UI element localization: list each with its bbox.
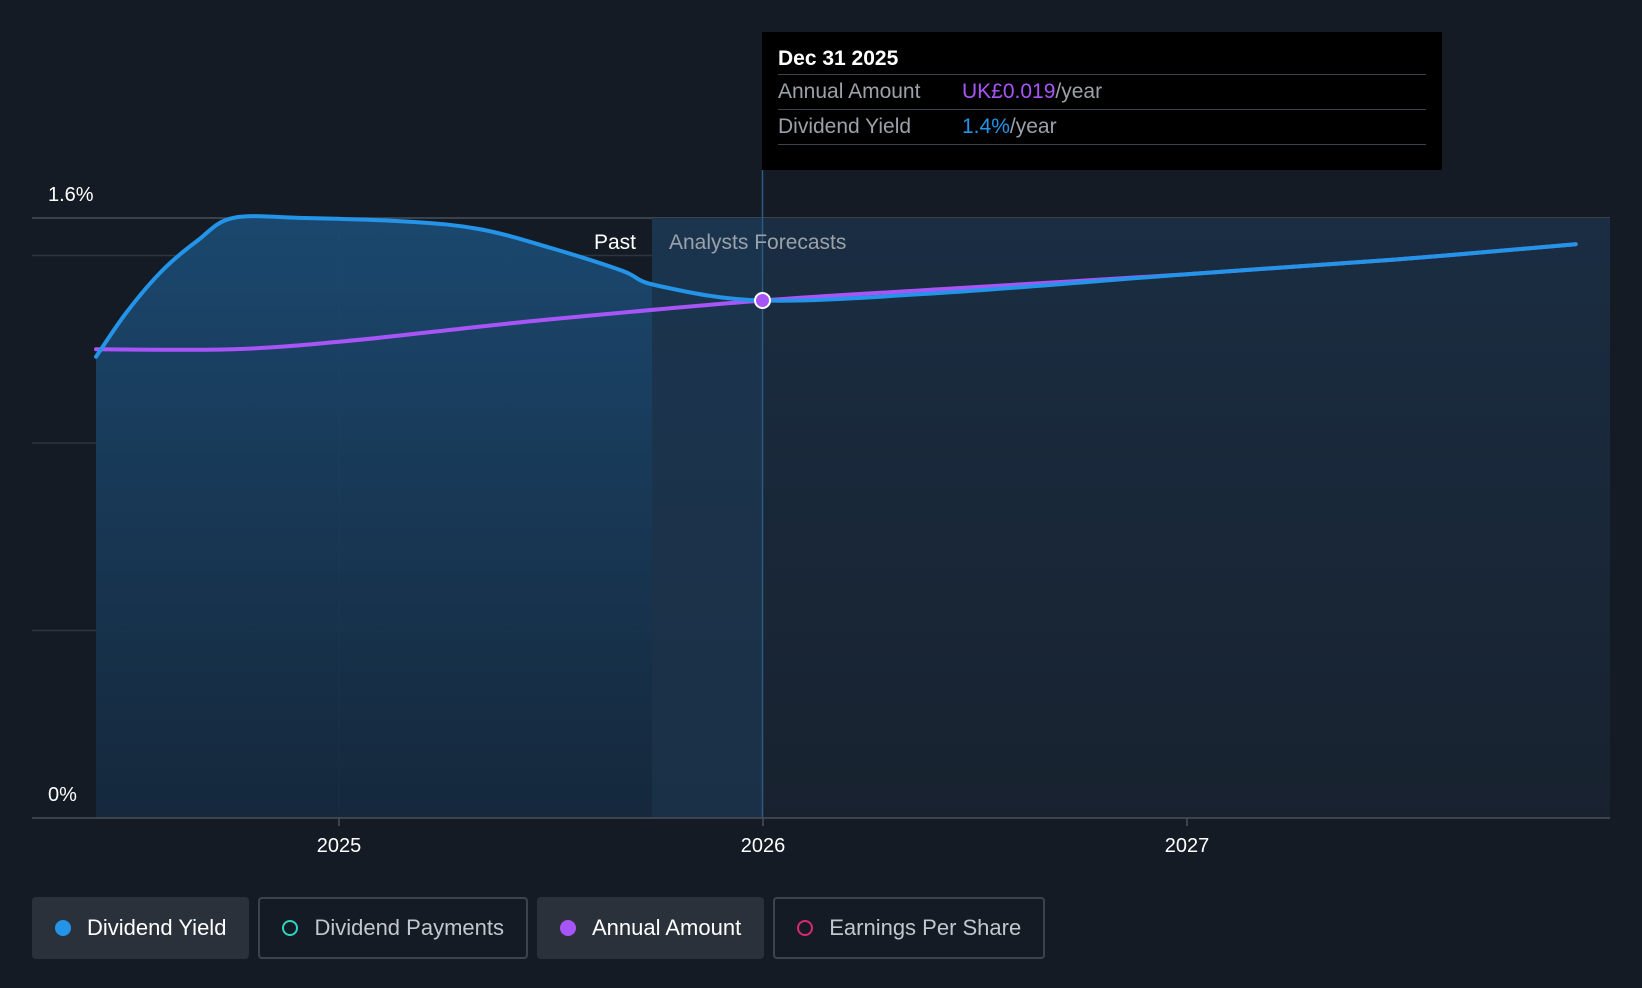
tooltip-value: 1.4% xyxy=(962,115,1010,138)
legend-label: Dividend Yield xyxy=(87,915,227,940)
yield-area xyxy=(96,216,1610,818)
past-label: Past xyxy=(594,231,636,254)
tooltip-label: Dividend Yield xyxy=(778,115,912,138)
past-yield-area xyxy=(96,216,652,818)
tooltip-unit: /year xyxy=(1055,80,1103,103)
legend-label: Dividend Payments xyxy=(314,915,504,940)
legend-dividend-yield[interactable]: Dividend Yield xyxy=(32,897,250,959)
x-tick-2025: 2025 xyxy=(317,835,362,857)
x-tick-2026: 2026 xyxy=(741,835,786,857)
forecast-region xyxy=(652,218,1610,818)
legend-label: Earnings Per Share xyxy=(829,915,1022,940)
tooltip-unit: /year xyxy=(1009,115,1057,138)
y-tick-bottom: 0% xyxy=(48,784,77,806)
axes xyxy=(32,170,1610,826)
chart-legend: Dividend Yield Dividend Payments Annual … xyxy=(32,897,1054,959)
filled-dot-icon xyxy=(55,920,71,936)
tooltip-date: Dec 31 2025 xyxy=(778,44,1426,75)
hollow-dot-icon xyxy=(282,920,299,936)
forecast-label: Analysts Forecasts xyxy=(669,231,846,254)
highlight-layer xyxy=(754,292,772,309)
filled-dot-icon xyxy=(559,920,576,936)
legend-earnings-per-share[interactable]: Earnings Per Share xyxy=(773,897,1046,959)
highlight-point xyxy=(754,292,772,309)
legend-dividend-payments[interactable]: Dividend Payments xyxy=(258,897,528,959)
tooltip-row-dividend-yield: Dividend Yield 1.4% /year xyxy=(778,110,1426,145)
y-tick-top: 1.6% xyxy=(48,184,94,206)
highlight-band xyxy=(652,218,763,818)
tooltip-value: UK£0.019 xyxy=(962,80,1056,103)
dividend-yield-line xyxy=(94,214,1578,359)
tooltip-label: Annual Amount xyxy=(778,80,921,103)
x-tick-2027: 2027 xyxy=(1165,835,1210,857)
legend-label: Annual Amount xyxy=(591,915,742,940)
hollow-dot-icon xyxy=(797,920,814,936)
tooltip-row-annual-amount: Annual Amount UK£0.019 /year xyxy=(778,75,1426,110)
legend-annual-amount[interactable]: Annual Amount xyxy=(536,897,765,959)
chart-tooltip: Dec 31 2025 Annual Amount UK£0.019 /year… xyxy=(762,32,1442,170)
